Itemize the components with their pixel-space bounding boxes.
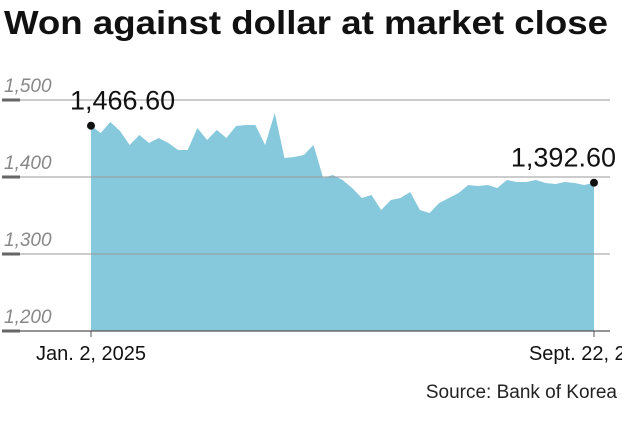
chart-title: Won against dollar at market close xyxy=(4,4,608,41)
x-tick-label: Sept. 22, 2025 xyxy=(529,343,622,365)
value-label: 1,392.60 xyxy=(511,143,616,173)
y-tick-label: 1,200 xyxy=(4,307,52,328)
x-tick-label: Jan. 2, 2025 xyxy=(36,343,146,365)
end-dot xyxy=(590,178,598,187)
value-label: 1,466.60 xyxy=(70,86,175,116)
area xyxy=(91,113,594,331)
source-note: Source: Bank of Korea xyxy=(426,382,618,403)
end-dot xyxy=(87,121,95,130)
y-tick-label: 1,400 xyxy=(4,153,52,174)
y-tick-label: 1,500 xyxy=(4,76,52,97)
y-tick-label: 1,300 xyxy=(4,230,52,251)
